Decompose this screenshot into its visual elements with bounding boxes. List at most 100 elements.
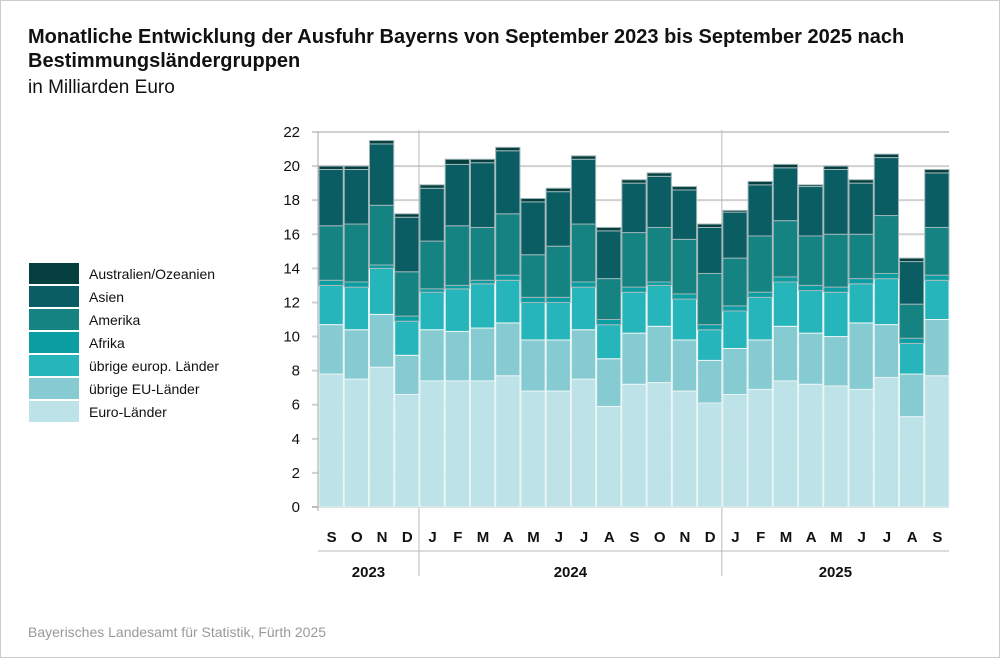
bar-segment-australien-ozeanien	[671, 186, 698, 191]
bar-segment-asien	[469, 162, 496, 228]
legend-item: Euro-Länder	[29, 400, 219, 423]
bar-segment--brige-eu-l-nder	[495, 322, 521, 377]
bar-segment-amerika	[671, 238, 698, 295]
legend-swatch	[29, 355, 79, 376]
bar-segment--brige-europ-l-nder	[848, 283, 874, 324]
bar-segment-euro-l-nder	[924, 375, 950, 508]
bar-segment-amerika	[570, 223, 597, 283]
bar-segment-euro-l-nder	[444, 380, 470, 508]
bar-segment-afrika	[444, 284, 470, 290]
bar-segment-euro-l-nder	[697, 402, 723, 508]
bar-segment-asien	[671, 189, 698, 240]
bar-segment-amerika	[697, 272, 723, 326]
bar-segment-afrika	[924, 274, 950, 281]
x-tick-label: M	[780, 529, 793, 546]
bar-segment-afrika	[772, 276, 799, 283]
legend-swatch	[29, 378, 79, 399]
bar-segment-australien-ozeanien	[545, 187, 571, 193]
y-tick-label: 12	[283, 294, 300, 311]
x-tick-label: M	[477, 529, 490, 546]
bar-segment-australien-ozeanien	[747, 180, 773, 186]
bar-segment--brige-eu-l-nder	[924, 319, 950, 377]
bar-segment-australien-ozeanien	[848, 179, 874, 184]
x-tick-label: A	[907, 529, 918, 546]
bar-segment--brige-eu-l-nder	[798, 332, 824, 385]
bar-segment-amerika	[469, 226, 496, 281]
bar-segment--brige-europ-l-nder	[646, 284, 672, 327]
bar-segment-amerika	[444, 225, 470, 286]
bar-segment-euro-l-nder	[596, 405, 622, 508]
bar-segment--brige-europ-l-nder	[394, 320, 420, 356]
bar-segment--brige-europ-l-nder	[621, 291, 647, 334]
bar-segment--brige-eu-l-nder	[772, 325, 799, 382]
bar-segment--brige-eu-l-nder	[368, 313, 395, 368]
source-note: Bayerisches Landesamt für Statistik, Für…	[28, 624, 327, 640]
bar-segment-afrika	[520, 296, 546, 303]
bar-segment-asien	[899, 261, 925, 305]
bar-segment-euro-l-nder	[823, 385, 849, 508]
bar-segment-euro-l-nder	[798, 383, 824, 508]
bar-segment--brige-europ-l-nder	[924, 279, 950, 320]
year-label: 2025	[819, 564, 852, 581]
legend: Australien/Ozeanien Asien Amerika Afrika übr…	[29, 262, 219, 423]
bar-segment--brige-eu-l-nder	[394, 354, 420, 395]
legend-label: Euro-Länder	[89, 403, 167, 420]
bar-segment--brige-europ-l-nder	[772, 281, 799, 327]
legend-item: Asien	[29, 285, 219, 308]
y-tick-label: 22	[283, 124, 300, 141]
bar-segment--brige-eu-l-nder	[722, 347, 748, 395]
x-tick-label: J	[555, 529, 563, 546]
bar-segment--brige-eu-l-nder	[848, 322, 874, 390]
bar-segment-afrika	[343, 281, 369, 288]
bar-segment--brige-eu-l-nder	[545, 339, 571, 392]
bar-segment-amerika	[924, 226, 950, 276]
bar-segment-euro-l-nder	[394, 394, 420, 508]
bar-segment--brige-europ-l-nder	[697, 329, 723, 361]
bar-segment-afrika	[570, 281, 597, 288]
y-tick-label: 14	[283, 260, 300, 277]
bar-segment-australien-ozeanien	[343, 165, 369, 171]
bar-segment-australien-ozeanien	[368, 140, 395, 145]
y-tick-label: 20	[283, 158, 300, 175]
bar-segment-afrika	[545, 296, 571, 303]
bar-segment--brige-europ-l-nder	[671, 298, 698, 341]
bar-segment--brige-europ-l-nder	[444, 288, 470, 332]
bar-segment--brige-europ-l-nder	[495, 279, 521, 324]
bar-segment--brige-eu-l-nder	[596, 358, 622, 407]
bar-segment--brige-europ-l-nder	[570, 286, 597, 331]
bar-segment-amerika	[722, 257, 748, 307]
bar-segment-amerika	[520, 254, 546, 298]
bar-segment-asien	[596, 230, 622, 280]
bar-segment-euro-l-nder	[495, 375, 521, 508]
bar-segment-australien-ozeanien	[823, 165, 849, 171]
x-tick-label: J	[857, 529, 865, 546]
bar-segment--brige-europ-l-nder	[419, 291, 445, 331]
bar-segment-amerika	[848, 233, 874, 280]
x-tick-label: S	[327, 529, 337, 546]
bar-segment-asien	[772, 167, 799, 222]
bar-segment-amerika	[899, 303, 925, 339]
year-label: 2023	[352, 564, 385, 581]
legend-label: Asien	[89, 288, 125, 305]
x-tick-label: N	[377, 529, 388, 546]
legend-label: übrige EU-Länder	[89, 380, 200, 397]
bar-segment-asien	[873, 157, 900, 217]
bar-segment-asien	[924, 172, 950, 228]
bar-segment-amerika	[545, 245, 571, 298]
legend-label: Australien/Ozeanien	[89, 265, 216, 282]
bar-segment-afrika	[848, 278, 874, 285]
bar-segment-euro-l-nder	[772, 380, 799, 508]
x-tick-label: A	[503, 529, 514, 546]
bar-segment-asien	[368, 143, 395, 206]
bar-segment--brige-eu-l-nder	[621, 332, 647, 385]
x-tick-label: A	[806, 529, 817, 546]
bar-segment-asien	[848, 182, 874, 235]
bar-segment-afrika	[671, 293, 698, 300]
legend-swatch	[29, 309, 79, 330]
bar-segment-asien	[343, 169, 369, 225]
bar-segment-afrika	[646, 281, 672, 286]
bar-segment-euro-l-nder	[899, 416, 925, 508]
bar-segment-euro-l-nder	[545, 390, 571, 508]
chart-title: Monatliche Entwicklung der Ausfuhr Bayer…	[28, 26, 905, 72]
bar-segment-asien	[747, 184, 773, 237]
